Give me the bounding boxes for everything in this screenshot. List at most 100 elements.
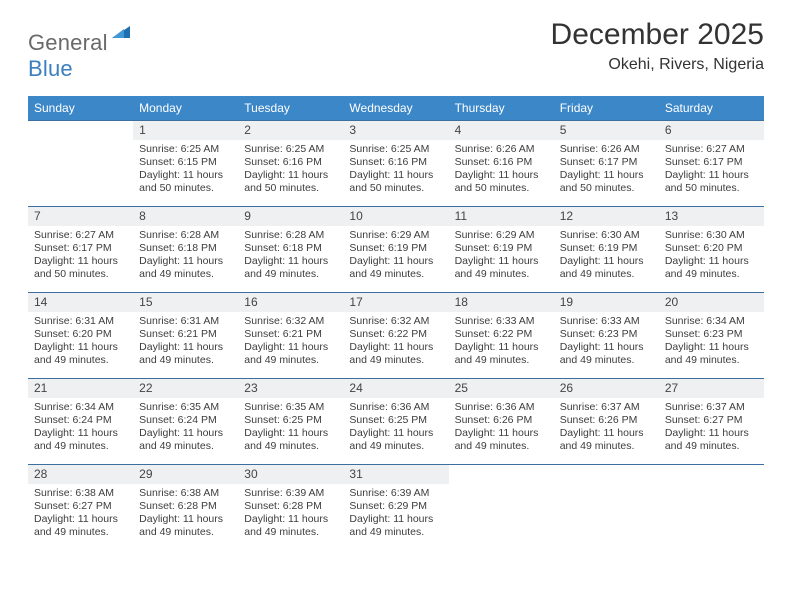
day-number: 17 — [343, 292, 448, 312]
day-header: Tuesday — [238, 96, 343, 120]
day-details: Sunrise: 6:30 AMSunset: 6:20 PMDaylight:… — [659, 226, 764, 286]
day-details: Sunrise: 6:33 AMSunset: 6:22 PMDaylight:… — [449, 312, 554, 372]
day-detail-line: Sunset: 6:19 PM — [560, 242, 653, 255]
day-detail-line: Sunrise: 6:28 AM — [139, 229, 232, 242]
day-detail-line: Sunrise: 6:39 AM — [244, 487, 337, 500]
day-number: 16 — [238, 292, 343, 312]
day-details: Sunrise: 6:31 AMSunset: 6:21 PMDaylight:… — [133, 312, 238, 372]
day-detail-line: Daylight: 11 hours — [560, 169, 653, 182]
day-detail-line: Sunset: 6:16 PM — [455, 156, 548, 169]
day-header: Thursday — [449, 96, 554, 120]
day-detail-line: and 49 minutes. — [244, 268, 337, 281]
day-detail-line: Sunset: 6:24 PM — [139, 414, 232, 427]
day-number: 7 — [28, 206, 133, 226]
day-number: 29 — [133, 464, 238, 484]
day-detail-line: Daylight: 11 hours — [349, 513, 442, 526]
day-detail-line: and 49 minutes. — [560, 354, 653, 367]
day-details: Sunrise: 6:25 AMSunset: 6:15 PMDaylight:… — [133, 140, 238, 200]
day-detail-line: and 49 minutes. — [34, 354, 127, 367]
day-detail-line: Sunrise: 6:29 AM — [455, 229, 548, 242]
day-header: Monday — [133, 96, 238, 120]
day-detail-line: Sunset: 6:18 PM — [139, 242, 232, 255]
day-detail-line: and 50 minutes. — [455, 182, 548, 195]
day-detail-line: and 49 minutes. — [455, 354, 548, 367]
calendar-cell: 1Sunrise: 6:25 AMSunset: 6:15 PMDaylight… — [133, 120, 238, 206]
day-detail-line: and 50 minutes. — [560, 182, 653, 195]
day-detail-line: Daylight: 11 hours — [244, 255, 337, 268]
day-detail-line: and 49 minutes. — [349, 354, 442, 367]
day-detail-line: Daylight: 11 hours — [34, 427, 127, 440]
calendar-cell: 31Sunrise: 6:39 AMSunset: 6:29 PMDayligh… — [343, 464, 448, 550]
day-number: 10 — [343, 206, 448, 226]
day-details: Sunrise: 6:35 AMSunset: 6:25 PMDaylight:… — [238, 398, 343, 458]
day-details: Sunrise: 6:33 AMSunset: 6:23 PMDaylight:… — [554, 312, 659, 372]
calendar-cell: 12Sunrise: 6:30 AMSunset: 6:19 PMDayligh… — [554, 206, 659, 292]
day-detail-line: Sunrise: 6:32 AM — [349, 315, 442, 328]
day-detail-line: Daylight: 11 hours — [560, 427, 653, 440]
day-header: Wednesday — [343, 96, 448, 120]
day-detail-line: Daylight: 11 hours — [455, 341, 548, 354]
day-detail-line: Sunset: 6:16 PM — [244, 156, 337, 169]
day-detail-line: Sunset: 6:20 PM — [665, 242, 758, 255]
day-number: 8 — [133, 206, 238, 226]
day-detail-line: Sunrise: 6:34 AM — [34, 401, 127, 414]
day-number — [28, 120, 133, 140]
calendar-cell: 10Sunrise: 6:29 AMSunset: 6:19 PMDayligh… — [343, 206, 448, 292]
day-details: Sunrise: 6:28 AMSunset: 6:18 PMDaylight:… — [238, 226, 343, 286]
day-detail-line: and 50 minutes. — [349, 182, 442, 195]
day-detail-line: Sunrise: 6:30 AM — [665, 229, 758, 242]
day-detail-line: Daylight: 11 hours — [665, 255, 758, 268]
day-detail-line: Sunset: 6:23 PM — [665, 328, 758, 341]
calendar-cell: 8Sunrise: 6:28 AMSunset: 6:18 PMDaylight… — [133, 206, 238, 292]
day-details: Sunrise: 6:37 AMSunset: 6:26 PMDaylight:… — [554, 398, 659, 458]
day-number: 1 — [133, 120, 238, 140]
day-detail-line: Daylight: 11 hours — [244, 169, 337, 182]
day-detail-line: Daylight: 11 hours — [665, 169, 758, 182]
day-detail-line: Sunset: 6:19 PM — [349, 242, 442, 255]
day-number: 30 — [238, 464, 343, 484]
day-details: Sunrise: 6:38 AMSunset: 6:27 PMDaylight:… — [28, 484, 133, 544]
calendar-cell — [554, 464, 659, 550]
day-detail-line: Sunset: 6:17 PM — [560, 156, 653, 169]
calendar-week: 14Sunrise: 6:31 AMSunset: 6:20 PMDayligh… — [28, 292, 764, 378]
day-detail-line: Sunset: 6:20 PM — [34, 328, 127, 341]
logo-sail-icon — [110, 24, 132, 40]
day-number: 3 — [343, 120, 448, 140]
day-number — [659, 464, 764, 484]
day-detail-line: Daylight: 11 hours — [244, 513, 337, 526]
day-number: 27 — [659, 378, 764, 398]
day-details: Sunrise: 6:38 AMSunset: 6:28 PMDaylight:… — [133, 484, 238, 544]
day-number: 13 — [659, 206, 764, 226]
calendar-cell: 27Sunrise: 6:37 AMSunset: 6:27 PMDayligh… — [659, 378, 764, 464]
day-number — [554, 464, 659, 484]
day-detail-line: Sunrise: 6:35 AM — [139, 401, 232, 414]
calendar-cell: 14Sunrise: 6:31 AMSunset: 6:20 PMDayligh… — [28, 292, 133, 378]
calendar-cell: 23Sunrise: 6:35 AMSunset: 6:25 PMDayligh… — [238, 378, 343, 464]
logo: General Blue — [28, 24, 132, 82]
day-detail-line: and 49 minutes. — [455, 268, 548, 281]
day-header: Sunday — [28, 96, 133, 120]
day-detail-line: Sunrise: 6:32 AM — [244, 315, 337, 328]
day-detail-line: Sunrise: 6:37 AM — [665, 401, 758, 414]
day-detail-line: Sunset: 6:21 PM — [244, 328, 337, 341]
day-details: Sunrise: 6:39 AMSunset: 6:29 PMDaylight:… — [343, 484, 448, 544]
day-detail-line: Sunset: 6:25 PM — [349, 414, 442, 427]
day-number: 4 — [449, 120, 554, 140]
day-details: Sunrise: 6:27 AMSunset: 6:17 PMDaylight:… — [659, 140, 764, 200]
day-details: Sunrise: 6:28 AMSunset: 6:18 PMDaylight:… — [133, 226, 238, 286]
day-detail-line: Sunrise: 6:39 AM — [349, 487, 442, 500]
calendar-cell: 21Sunrise: 6:34 AMSunset: 6:24 PMDayligh… — [28, 378, 133, 464]
day-detail-line: and 49 minutes. — [139, 526, 232, 539]
day-header-row: Sunday Monday Tuesday Wednesday Thursday… — [28, 96, 764, 120]
day-detail-line: Sunrise: 6:38 AM — [139, 487, 232, 500]
day-detail-line: Daylight: 11 hours — [455, 427, 548, 440]
day-detail-line: Daylight: 11 hours — [34, 255, 127, 268]
day-detail-line: Sunset: 6:15 PM — [139, 156, 232, 169]
page-header: General Blue December 2025 Okehi, Rivers… — [28, 18, 764, 82]
day-detail-line: Daylight: 11 hours — [139, 427, 232, 440]
day-detail-line: Daylight: 11 hours — [665, 427, 758, 440]
day-number: 23 — [238, 378, 343, 398]
calendar-cell: 11Sunrise: 6:29 AMSunset: 6:19 PMDayligh… — [449, 206, 554, 292]
day-number: 15 — [133, 292, 238, 312]
day-detail-line: Daylight: 11 hours — [34, 513, 127, 526]
